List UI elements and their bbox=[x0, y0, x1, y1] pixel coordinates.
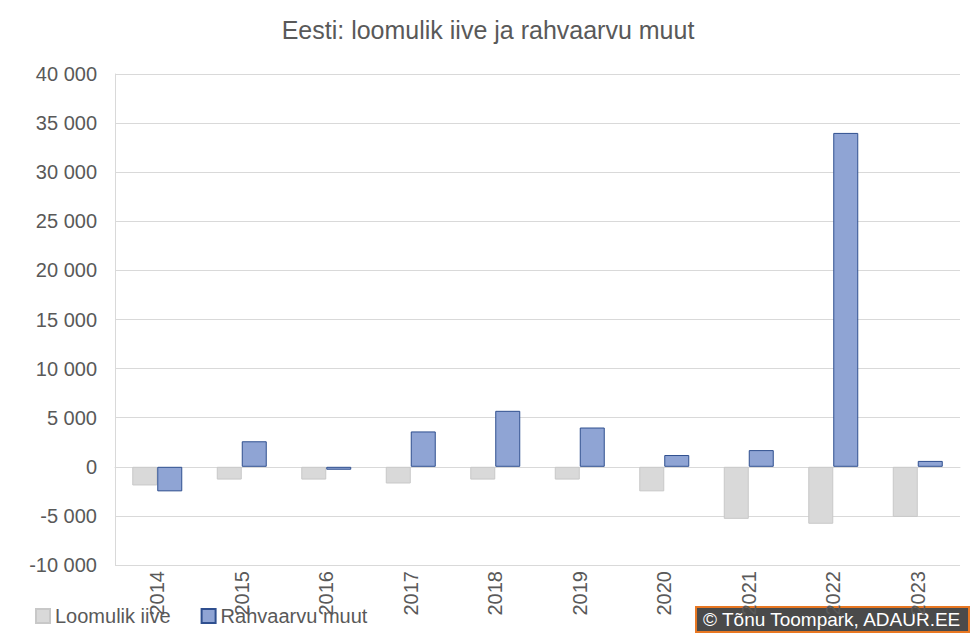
svg-text:20 000: 20 000 bbox=[36, 259, 97, 281]
svg-text:Loomulik iive: Loomulik iive bbox=[55, 605, 171, 627]
svg-text:35 000: 35 000 bbox=[36, 112, 97, 134]
svg-text:2021: 2021 bbox=[738, 571, 760, 616]
svg-text:2023: 2023 bbox=[907, 571, 929, 616]
svg-text:2014: 2014 bbox=[146, 571, 169, 616]
svg-text:2022: 2022 bbox=[822, 571, 844, 616]
svg-text:2017: 2017 bbox=[400, 571, 422, 616]
svg-text:15 000: 15 000 bbox=[36, 309, 97, 331]
svg-text:2015: 2015 bbox=[230, 571, 253, 616]
svg-text:0: 0 bbox=[86, 456, 97, 478]
svg-text:30 000: 30 000 bbox=[36, 161, 97, 183]
svg-text:Rahvaarvu muut: Rahvaarvu muut bbox=[221, 605, 368, 627]
svg-text:-10 000: -10 000 bbox=[29, 554, 97, 576]
svg-text:10 000: 10 000 bbox=[36, 358, 97, 380]
svg-text:2018: 2018 bbox=[484, 571, 506, 616]
svg-text:2020: 2020 bbox=[653, 571, 675, 616]
svg-text:40 000: 40 000 bbox=[36, 63, 97, 85]
svg-text:2019: 2019 bbox=[569, 571, 591, 616]
svg-text:2016: 2016 bbox=[315, 571, 338, 616]
svg-text:Eesti: loomulik iive ja rahvaa: Eesti: loomulik iive ja rahvaarvu muut bbox=[282, 16, 695, 44]
svg-text:5 000: 5 000 bbox=[47, 407, 97, 429]
svg-text:© Tõnu Toompark, ADAUR.EE: © Tõnu Toompark, ADAUR.EE bbox=[703, 609, 961, 630]
svg-text:25 000: 25 000 bbox=[36, 210, 97, 232]
svg-text:-5 000: -5 000 bbox=[40, 505, 97, 527]
